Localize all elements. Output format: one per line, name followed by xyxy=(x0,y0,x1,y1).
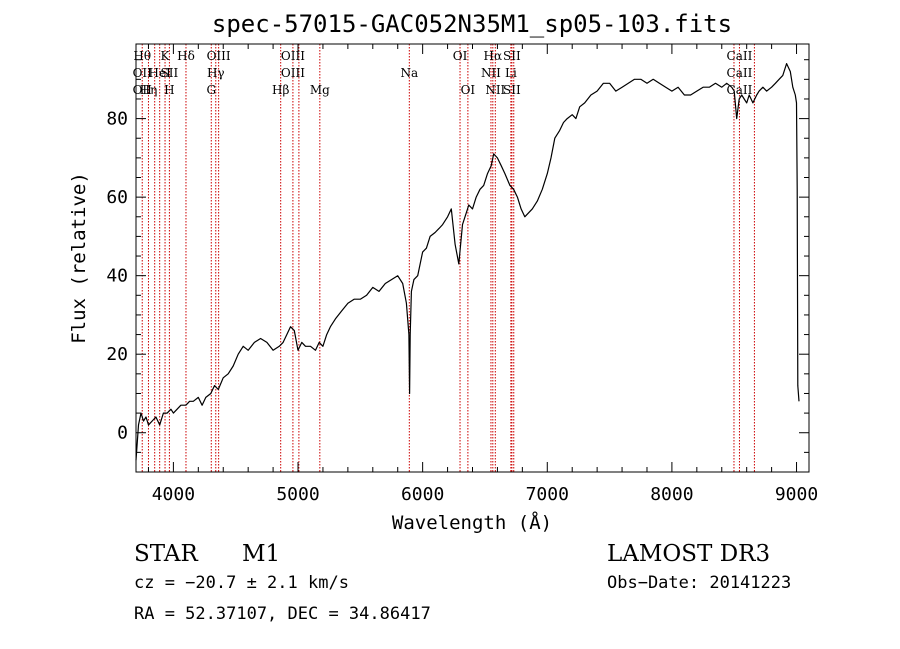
line-label: CaII xyxy=(727,66,753,80)
y-tick-label: 60 xyxy=(106,187,128,208)
line-label: OII xyxy=(133,83,153,97)
line-label: OII xyxy=(133,66,153,80)
x-tick-label: 4000 xyxy=(152,484,195,505)
line-label: Hγ xyxy=(207,66,225,80)
line-label: CaII xyxy=(727,83,753,97)
line-label: HeI xyxy=(149,66,172,80)
plot-frame xyxy=(135,43,810,473)
line-label: Na xyxy=(400,66,418,80)
line-label: OIII xyxy=(281,49,305,63)
line-label: Hβ xyxy=(272,83,289,97)
spectral-line-markers xyxy=(141,44,755,472)
line-label: SII xyxy=(161,66,179,80)
x-tick-label: 8000 xyxy=(650,484,693,505)
y-tick-label: 20 xyxy=(106,344,128,365)
line-label: NII xyxy=(485,83,505,97)
object-subclass: M1 xyxy=(242,541,280,567)
line-label: G xyxy=(206,83,216,97)
spectrum-line xyxy=(135,63,800,461)
radec-text: RA = 52.37107, DEC = 34.86417 xyxy=(134,604,431,624)
line-label: OIII xyxy=(281,66,305,80)
spectral-line-labels: HθOIIOIIHηHeIKSIIHHδGHγOIIIHβOIIIOIIIMgN… xyxy=(133,49,753,97)
x-axis-label: Wavelength (Å) xyxy=(392,511,552,534)
line-label: H xyxy=(164,83,174,97)
line-label: OI xyxy=(453,49,468,63)
line-label: SII xyxy=(503,83,521,97)
line-label: NII xyxy=(481,66,501,80)
line-label: Mg xyxy=(310,83,330,97)
x-tick-label: 7000 xyxy=(526,484,569,505)
line-label: Hη xyxy=(140,83,158,97)
x-tick-label: 5000 xyxy=(276,484,319,505)
chart-title: spec-57015-GAC052N35M1_sp05-103.fits xyxy=(212,10,732,38)
y-axis-label: Flux (relative) xyxy=(68,172,90,344)
line-label: CaII xyxy=(727,49,753,63)
redshift-text: cz = −20.7 ± 2.1 km/s xyxy=(134,573,349,593)
object-class: STAR xyxy=(134,541,198,567)
y-tick-label: 0 xyxy=(117,423,128,444)
y-axis: 0 20 40 60 80 xyxy=(106,59,809,473)
line-label: SII xyxy=(503,49,521,63)
x-tick-label: 6000 xyxy=(401,484,444,505)
line-label: Hα xyxy=(484,49,503,63)
x-axis: 4000 5000 6000 7000 8000 9000 xyxy=(147,44,818,505)
obs-date-text: Obs−Date: 20141223 xyxy=(607,573,791,593)
line-label: Li xyxy=(505,66,517,80)
survey-name: LAMOST DR3 xyxy=(607,541,770,567)
y-tick-label: 80 xyxy=(106,109,128,130)
line-label: OI xyxy=(461,83,476,97)
line-label: K xyxy=(161,49,171,63)
y-tick-label: 40 xyxy=(106,266,128,287)
line-label: OIII xyxy=(207,49,231,63)
x-tick-label: 9000 xyxy=(775,484,818,505)
line-label: Hδ xyxy=(177,49,195,63)
